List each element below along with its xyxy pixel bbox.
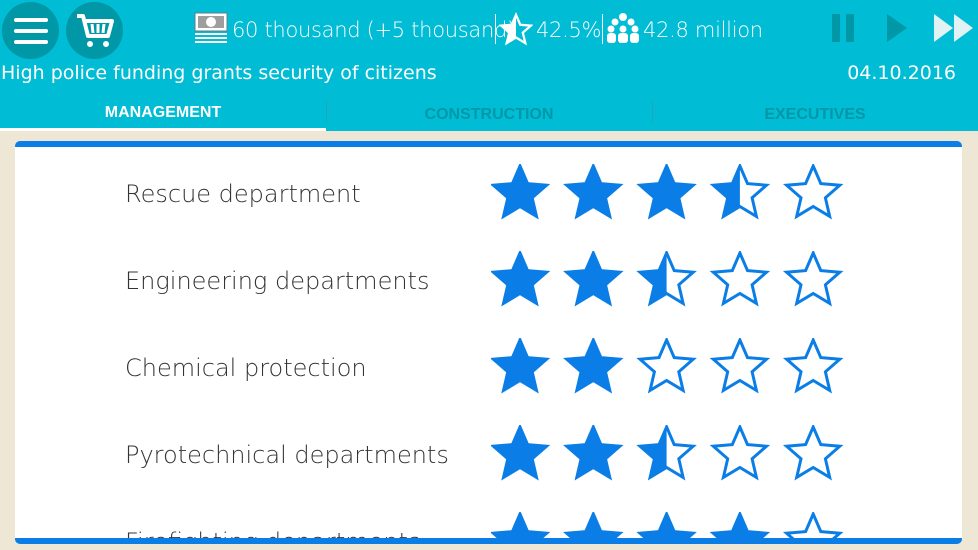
star-full-icon — [491, 512, 551, 538]
star-empty-icon — [782, 164, 844, 220]
star-rating — [491, 425, 844, 481]
fast-forward-icon[interactable] — [934, 14, 974, 42]
department-name: Chemical protection — [125, 354, 367, 382]
money-value: 60 thousand (+5 thousand) — [232, 18, 515, 42]
menu-button[interactable] — [2, 2, 59, 59]
star-empty-icon — [782, 425, 844, 481]
star-full-icon — [709, 512, 771, 538]
game-date: 04.10.2016 — [847, 62, 956, 84]
star-full-icon — [491, 164, 551, 220]
tab-executives[interactable]: EXECUTIVES — [764, 105, 866, 123]
tab-construction[interactable]: CONSTRUCTION — [424, 105, 554, 123]
department-row[interactable]: Pyrotechnical departments — [15, 425, 962, 485]
star-full-icon — [563, 164, 624, 220]
star-rating — [491, 164, 844, 220]
departments-list[interactable]: Rescue department Engineering departments… — [15, 141, 962, 544]
star-full-icon — [563, 512, 624, 538]
shopping-cart-icon — [76, 13, 114, 47]
department-row[interactable]: Firefighting departments — [15, 512, 962, 544]
department-name: Firefighting departments — [125, 528, 421, 544]
star-empty-icon — [636, 338, 697, 394]
population-icon — [607, 13, 639, 43]
department-name: Engineering departments — [125, 267, 430, 295]
department-row[interactable]: Engineering departments — [15, 251, 962, 311]
star-full-icon — [491, 251, 551, 307]
star-rating — [491, 338, 844, 394]
star-half-icon — [709, 164, 771, 220]
top-bar: 60 thousand (+5 thousand) 42.5% 42.8 mil… — [0, 0, 978, 131]
star-empty-icon — [709, 338, 771, 394]
star-empty-icon — [782, 338, 844, 394]
department-row[interactable]: Chemical protection — [15, 338, 962, 398]
star-full-icon — [491, 425, 551, 481]
star-half-icon — [636, 425, 697, 481]
department-name: Pyrotechnical departments — [125, 441, 449, 469]
star-full-icon — [563, 338, 624, 394]
star-half-icon — [636, 251, 697, 307]
department-name: Rescue department — [125, 180, 361, 208]
star-empty-icon — [782, 251, 844, 307]
approval-value: 42.5% — [536, 18, 602, 42]
approval-star-icon — [499, 12, 533, 46]
star-rating — [491, 251, 844, 307]
divider — [495, 14, 496, 44]
money-icon — [194, 12, 228, 43]
play-icon[interactable] — [887, 14, 909, 42]
hamburger-menu-icon — [13, 17, 48, 44]
tab-divider — [652, 100, 653, 122]
star-full-icon — [563, 425, 624, 481]
status-message: High police funding grants security of c… — [1, 62, 437, 84]
star-full-icon — [636, 164, 697, 220]
star-empty-icon — [782, 512, 844, 538]
star-full-icon — [636, 512, 697, 538]
tab-management[interactable]: MANAGEMENT — [0, 98, 326, 131]
tab-divider — [326, 100, 327, 122]
star-full-icon — [491, 338, 551, 394]
star-empty-icon — [709, 425, 771, 481]
divider — [602, 14, 603, 44]
star-full-icon — [563, 251, 624, 307]
star-empty-icon — [709, 251, 771, 307]
department-row[interactable]: Rescue department — [15, 164, 962, 224]
star-rating — [491, 512, 844, 538]
pause-icon[interactable] — [832, 14, 856, 42]
population-value: 42.8 million — [643, 18, 763, 42]
shop-button[interactable] — [66, 2, 123, 59]
